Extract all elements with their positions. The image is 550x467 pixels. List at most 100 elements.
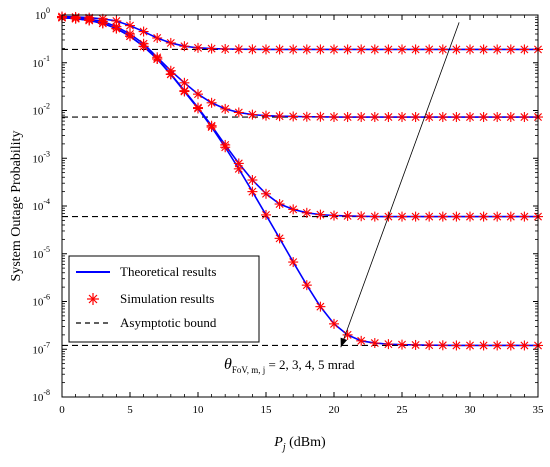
x-tick-label: 15 bbox=[261, 404, 273, 416]
x-tick-label: 35 bbox=[533, 404, 545, 416]
simulation-point bbox=[233, 44, 244, 55]
simulation-point bbox=[274, 44, 285, 55]
y-tick-label: 10-7 bbox=[32, 340, 50, 356]
y-tick-base: 10 bbox=[32, 106, 44, 118]
y-tick-label: 10-8 bbox=[32, 388, 50, 404]
simulation-point bbox=[437, 44, 448, 55]
y-tick-label: 10-5 bbox=[32, 245, 50, 261]
simulation-point bbox=[138, 41, 149, 52]
simulation-point bbox=[383, 339, 394, 350]
simulation-point bbox=[329, 318, 339, 329]
simulation-point bbox=[125, 20, 135, 31]
simulation-point bbox=[465, 112, 475, 123]
simulation-point bbox=[519, 211, 530, 222]
simulation-point bbox=[356, 112, 367, 123]
theta-annotation: θFoV, m, j = 2, 3, 4, 5 mrad bbox=[224, 356, 355, 375]
x-axis-label-sub: j bbox=[281, 442, 286, 453]
y-tick-base: 10 bbox=[32, 153, 44, 165]
simulation-point bbox=[410, 211, 421, 222]
simulation-point bbox=[274, 199, 285, 210]
theoretical-curve bbox=[61, 16, 538, 118]
simulation-point bbox=[261, 209, 271, 220]
simulation-point bbox=[465, 44, 475, 55]
simulation-point bbox=[519, 44, 530, 55]
simulation-point bbox=[247, 44, 258, 55]
simulation-point bbox=[301, 207, 312, 218]
simulation-point bbox=[315, 301, 326, 312]
simulation-point bbox=[356, 335, 367, 346]
y-tick-exp: -5 bbox=[43, 245, 50, 254]
simulation-point bbox=[383, 44, 394, 55]
simulation-point bbox=[233, 107, 244, 118]
simulation-point bbox=[274, 233, 285, 244]
simulation-point bbox=[369, 211, 380, 222]
simulation-point bbox=[342, 329, 353, 340]
x-tick-label: 30 bbox=[465, 404, 477, 416]
simulation-point bbox=[111, 15, 122, 26]
simulation-point bbox=[247, 186, 258, 197]
theta-symbol: θ bbox=[224, 356, 232, 373]
simulation-point bbox=[70, 13, 81, 24]
y-tick-exp: -4 bbox=[43, 197, 50, 206]
simulation-point bbox=[342, 44, 353, 55]
y-tick-base: 10 bbox=[32, 249, 44, 261]
legend-theoretical-label: Theoretical results bbox=[120, 264, 216, 279]
simulation-point bbox=[179, 86, 190, 97]
x-axis-label-unit: (dBm) bbox=[286, 435, 326, 450]
y-tick-base: 10 bbox=[32, 392, 44, 404]
simulation-point bbox=[451, 44, 462, 55]
theta-values: = 2, 3, 4, 5 mrad bbox=[265, 357, 355, 372]
simulation-point bbox=[478, 44, 489, 55]
simulation-point bbox=[492, 211, 503, 222]
legend-item-asymptotic: Asymptotic bound bbox=[76, 315, 217, 330]
y-tick-exp: -1 bbox=[43, 54, 50, 63]
simulation-point bbox=[261, 188, 271, 199]
simulation-point bbox=[301, 111, 312, 122]
simulation-point bbox=[492, 44, 503, 55]
simulation-point bbox=[397, 44, 407, 55]
y-tick-base: 10 bbox=[32, 297, 44, 309]
simulation-point bbox=[301, 280, 312, 291]
simulation-point bbox=[179, 41, 190, 52]
simulation-point bbox=[342, 210, 353, 221]
simulation-point bbox=[383, 112, 394, 123]
y-tick-base: 10 bbox=[32, 201, 44, 213]
simulation-point bbox=[519, 340, 530, 351]
simulation-point bbox=[451, 340, 462, 351]
simulation-point bbox=[505, 340, 516, 351]
simulation-point bbox=[451, 211, 462, 222]
simulation-point bbox=[478, 112, 489, 123]
simulation-point bbox=[369, 112, 380, 123]
simulation-point bbox=[206, 43, 217, 54]
simulation-point bbox=[301, 44, 312, 55]
simulation-point bbox=[233, 163, 244, 174]
simulation-point bbox=[410, 112, 421, 123]
simulation-point bbox=[397, 112, 407, 123]
marker-layer bbox=[57, 11, 543, 351]
simulation-point bbox=[97, 18, 108, 29]
simulation-point bbox=[397, 211, 407, 222]
simulation-point bbox=[451, 112, 462, 123]
legend: Theoretical results Simulation results A… bbox=[68, 255, 260, 343]
simulation-point bbox=[247, 175, 258, 186]
y-tick-label: 10-2 bbox=[32, 102, 50, 118]
simulation-point bbox=[329, 210, 339, 221]
y-tick-label: 100 bbox=[35, 6, 50, 22]
simulation-point bbox=[125, 31, 135, 42]
simulation-point bbox=[288, 204, 299, 215]
x-tick-label: 10 bbox=[193, 404, 205, 416]
simulation-point bbox=[356, 211, 367, 222]
simulation-point bbox=[397, 339, 407, 350]
simulation-point bbox=[206, 97, 217, 108]
x-axis-label-main: P bbox=[273, 435, 283, 450]
legend-item-simulation: Simulation results bbox=[87, 291, 214, 306]
x-tick-label: 5 bbox=[127, 404, 133, 416]
simulation-point bbox=[505, 211, 516, 222]
simulation-point bbox=[220, 44, 231, 55]
simulation-point bbox=[369, 338, 380, 349]
y-tick-exp: -6 bbox=[43, 293, 50, 302]
simulation-point bbox=[315, 111, 326, 122]
simulation-point bbox=[519, 112, 530, 123]
x-tick-label: 25 bbox=[397, 404, 409, 416]
legend-asymptotic-label: Asymptotic bound bbox=[120, 315, 217, 330]
